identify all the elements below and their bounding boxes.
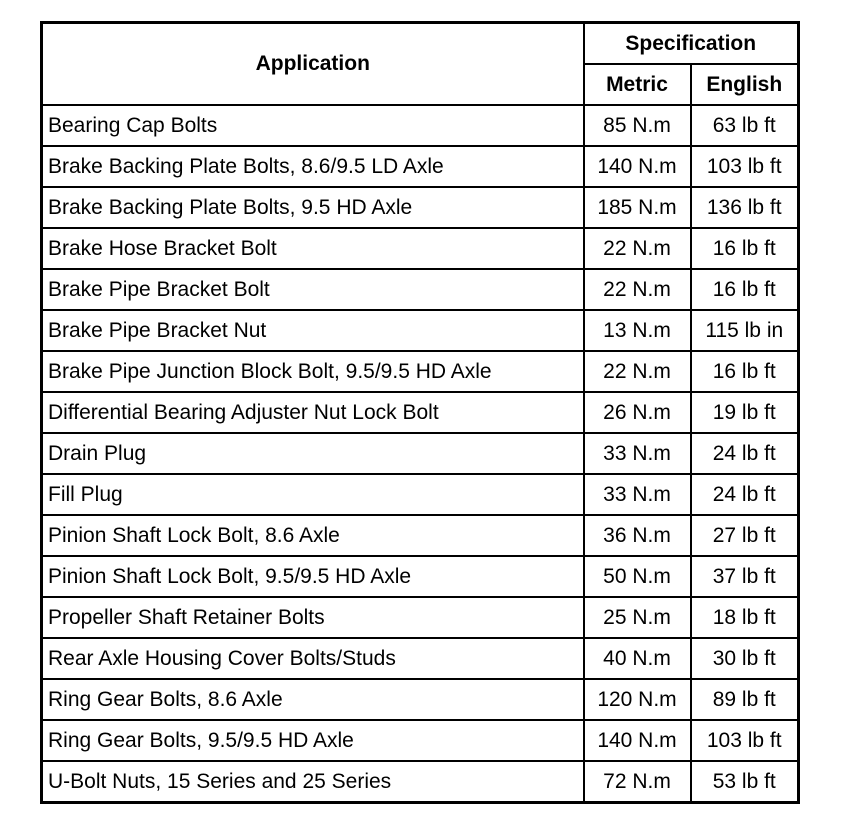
cell-metric: 25 N.m: [582, 596, 692, 639]
cell-english: 115 lb in: [689, 309, 800, 352]
table-row: Brake Backing Plate Bolts, 8.6/9.5 LD Ax…: [40, 145, 800, 188]
table-row: Fill Plug 33 N.m 24 lb ft: [40, 473, 800, 516]
cell-metric: 72 N.m: [582, 760, 692, 804]
cell-application: Brake Pipe Bracket Bolt: [40, 268, 585, 311]
table-row: U-Bolt Nuts, 15 Series and 25 Series 72 N…: [40, 760, 800, 804]
cell-english: 103 lb ft: [689, 145, 800, 188]
cell-application: Pinion Shaft Lock Bolt, 9.5/9.5 HD Axle: [40, 555, 585, 598]
table-row: Drain Plug 33 N.m 24 lb ft: [40, 432, 800, 475]
table-row: Ring Gear Bolts, 9.5/9.5 HD Axle 140 N.m 1…: [40, 719, 800, 762]
table-row: Rear Axle Housing Cover Bolts/Studs 40 N.…: [40, 637, 800, 680]
cell-english: 16 lb ft: [689, 350, 800, 393]
table-row: Pinion Shaft Lock Bolt, 9.5/9.5 HD Axle 5…: [40, 555, 800, 598]
cell-metric: 40 N.m: [582, 637, 692, 680]
cell-metric: 33 N.m: [582, 473, 692, 516]
cell-metric: 22 N.m: [582, 268, 692, 311]
cell-application: Brake Pipe Bracket Nut: [40, 309, 585, 352]
table-row: Brake Pipe Junction Block Bolt, 9.5/9.5 …: [40, 350, 800, 393]
cell-application: Ring Gear Bolts, 9.5/9.5 HD Axle: [40, 719, 585, 762]
cell-application: Differential Bearing Adjuster Nut Lock B…: [40, 391, 585, 434]
cell-english: 89 lb ft: [689, 678, 800, 721]
cell-application: Fill Plug: [40, 473, 585, 516]
cell-english: 16 lb ft: [689, 227, 800, 270]
cell-english: 18 lb ft: [689, 596, 800, 639]
cell-metric: 50 N.m: [582, 555, 692, 598]
cell-english: 136 lb ft: [689, 186, 800, 229]
cell-application: Brake Hose Bracket Bolt: [40, 227, 585, 270]
header-specification: Specification: [582, 21, 800, 65]
cell-english: 103 lb ft: [689, 719, 800, 762]
cell-metric: 22 N.m: [582, 227, 692, 270]
table-row: Brake Pipe Bracket Bolt 22 N.m 16 lb ft: [40, 268, 800, 311]
table-row: Differential Bearing Adjuster Nut Lock B…: [40, 391, 800, 434]
table-row: Pinion Shaft Lock Bolt, 8.6 Axle 36 N.m 27…: [40, 514, 800, 557]
cell-metric: 22 N.m: [582, 350, 692, 393]
cell-metric: 140 N.m: [582, 719, 692, 762]
cell-english: 27 lb ft: [689, 514, 800, 557]
cell-metric: 120 N.m: [582, 678, 692, 721]
cell-english: 53 lb ft: [689, 760, 800, 804]
cell-application: Brake Backing Plate Bolts, 8.6/9.5 LD Ax…: [40, 145, 585, 188]
cell-english: 30 lb ft: [689, 637, 800, 680]
cell-metric: 33 N.m: [582, 432, 692, 475]
cell-metric: 13 N.m: [582, 309, 692, 352]
table-row: Brake Hose Bracket Bolt 22 N.m 16 lb ft: [40, 227, 800, 270]
cell-metric: 36 N.m: [582, 514, 692, 557]
header-application: Application: [40, 21, 585, 106]
cell-metric: 185 N.m: [582, 186, 692, 229]
cell-english: 63 lb ft: [689, 104, 800, 147]
cell-application: Brake Backing Plate Bolts, 9.5 HD Axle: [40, 186, 585, 229]
table-row: Brake Pipe Bracket Nut 13 N.m 115 lb in: [40, 309, 800, 352]
header-metric: Metric: [582, 63, 692, 106]
cell-english: 24 lb ft: [689, 473, 800, 516]
torque-spec-table: Application Specification Metric English…: [40, 21, 800, 804]
cell-application: Propeller Shaft Retainer Bolts: [40, 596, 585, 639]
cell-metric: 85 N.m: [582, 104, 692, 147]
cell-application: Rear Axle Housing Cover Bolts/Studs: [40, 637, 585, 680]
table-row: Ring Gear Bolts, 8.6 Axle 120 N.m 89 lb ft: [40, 678, 800, 721]
cell-application: Brake Pipe Junction Block Bolt, 9.5/9.5 …: [40, 350, 585, 393]
cell-application: Ring Gear Bolts, 8.6 Axle: [40, 678, 585, 721]
cell-application: U-Bolt Nuts, 15 Series and 25 Series: [40, 760, 585, 804]
cell-english: 19 lb ft: [689, 391, 800, 434]
cell-application: Bearing Cap Bolts: [40, 104, 585, 147]
header-english: English: [689, 63, 800, 106]
cell-english: 37 lb ft: [689, 555, 800, 598]
table-row: Propeller Shaft Retainer Bolts 25 N.m 18 l…: [40, 596, 800, 639]
table-row: Bearing Cap Bolts 85 N.m 63 lb ft: [40, 104, 800, 147]
cell-application: Pinion Shaft Lock Bolt, 8.6 Axle: [40, 514, 585, 557]
cell-metric: 26 N.m: [582, 391, 692, 434]
cell-english: 24 lb ft: [689, 432, 800, 475]
cell-application: Drain Plug: [40, 432, 585, 475]
cell-metric: 140 N.m: [582, 145, 692, 188]
table-row: Brake Backing Plate Bolts, 9.5 HD Axle 18…: [40, 186, 800, 229]
cell-english: 16 lb ft: [689, 268, 800, 311]
